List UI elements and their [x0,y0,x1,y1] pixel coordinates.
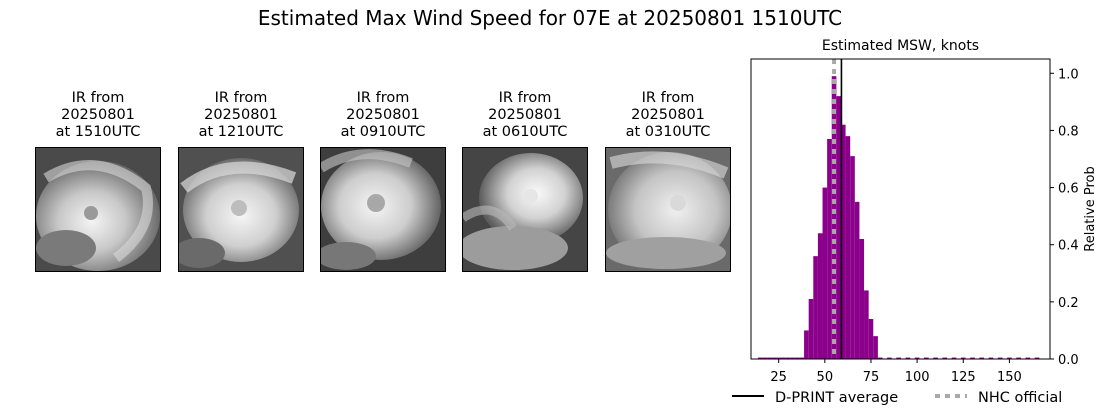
ir-panel-5: IR from 20250801 at 0310UTC [605,90,731,272]
histogram-bar [757,357,763,359]
legend-dprint-label: D-PRINT average [775,390,898,406]
ir-panel-3: IR from 20250801 at 0910UTC [320,90,446,272]
histogram-bar [817,233,823,359]
ir-panel-title: IR from 20250801 at 0310UTC [605,90,731,141]
histogram-bar [864,290,869,359]
ir-title-line1: IR from [498,90,552,106]
histogram-bar [831,76,837,360]
y-tick-label: 0.4 [1058,239,1079,254]
histogram-bar [785,357,791,359]
ir-title-line2: 20250801 [61,107,135,123]
ir-title-line3: at 0310UTC [625,124,711,140]
ir-panel-title: IR from 20250801 at 0610UTC [462,90,588,141]
ir-title-line1: IR from [214,90,268,106]
legend-nhc-label: NHC official [978,390,1062,406]
histogram-bar [794,357,800,359]
x-tick-label: 50 [817,370,834,385]
histogram-bar [776,357,781,359]
histogram-bar [854,201,860,359]
ir-panel-1: IR from 20250801 at 1510UTC [35,90,161,272]
histogram-bar [896,357,901,359]
ir-satellite-image [178,147,304,272]
y-tick-label: 1.0 [1058,67,1079,82]
histogram-bar [840,124,846,359]
y-axis-label: Relative Prob [1083,166,1098,251]
x-tick-label: 75 [863,370,880,385]
histogram-bar [808,299,814,359]
histogram-bar [850,156,855,359]
ir-title-line3: at 1210UTC [198,124,284,140]
histogram-bar [970,357,975,359]
histogram-bar [845,136,851,359]
histogram-bar [790,357,795,359]
histogram-bar [960,357,966,359]
x-tick-label: 25 [770,370,787,385]
ir-title-line3: at 1510UTC [55,124,141,140]
ir-panel-title: IR from 20250801 at 0910UTC [320,90,446,141]
histogram-bar [997,357,1003,359]
ir-satellite-image [605,147,731,272]
ir-title-line2: 20250801 [488,107,562,123]
histogram-bar [762,357,768,359]
ir-panel-title: IR from 20250801 at 1510UTC [35,90,161,141]
histogram-bar [1034,357,1040,359]
histogram-bar [942,357,948,359]
histogram-bar [836,96,841,360]
histogram-bar [1016,357,1021,359]
ir-panel-2: IR from 20250801 at 1210UTC [178,90,304,272]
y-tick-label: 0.8 [1058,124,1079,139]
histogram-bar [933,357,938,359]
y-tick-label: 0.0 [1058,353,1079,368]
histogram-bar [924,357,929,359]
y-tick-label: 0.2 [1058,296,1079,311]
ir-satellite-image [35,147,161,272]
figure-title: Estimated Max Wind Speed for 07E at 2025… [257,6,843,30]
histogram-bar [771,357,777,359]
histogram-bar [877,357,883,359]
histogram-bar [914,357,920,359]
histogram-bar [988,357,994,359]
ir-panel-title: IR from 20250801 at 1210UTC [178,90,304,141]
ir-title-line2: 20250801 [204,107,278,123]
histogram-bar [979,357,985,359]
ir-panel-4: IR from 20250801 at 0610UTC [462,90,588,272]
histogram-bar [804,330,809,359]
histogram-bar [951,357,957,359]
histogram-bar [767,357,772,359]
ir-title-line2: 20250801 [346,107,420,123]
histogram-bar [822,187,828,359]
ir-title-line3: at 0910UTC [340,124,426,140]
histogram-bar [873,336,878,359]
ir-title-line3: at 0610UTC [482,124,568,140]
histogram-bar [905,357,911,359]
y-tick-label: 0.6 [1058,182,1079,197]
x-tick-label: 125 [951,370,976,385]
ir-title-line1: IR from [71,90,125,106]
ir-satellite-image [320,147,446,272]
histogram-bar [1007,357,1012,359]
histogram-bar [887,357,892,359]
histogram-bar [799,357,805,359]
histogram-bar [1025,357,1031,359]
ir-satellite-image [462,147,588,272]
x-tick-label: 150 [997,370,1022,385]
ir-title-line2: 20250801 [631,107,705,123]
ir-title-line1: IR from [356,90,410,106]
x-tick-label: 100 [905,370,930,385]
histogram-bar [780,357,786,359]
histogram-bar [827,139,832,359]
ir-title-line1: IR from [641,90,695,106]
histogram-bar [813,256,818,359]
plot-frame [750,58,1051,360]
histogram-bar [868,319,874,359]
chart-title: Estimated MSW, knots [822,38,979,54]
histogram-bar [859,239,865,359]
